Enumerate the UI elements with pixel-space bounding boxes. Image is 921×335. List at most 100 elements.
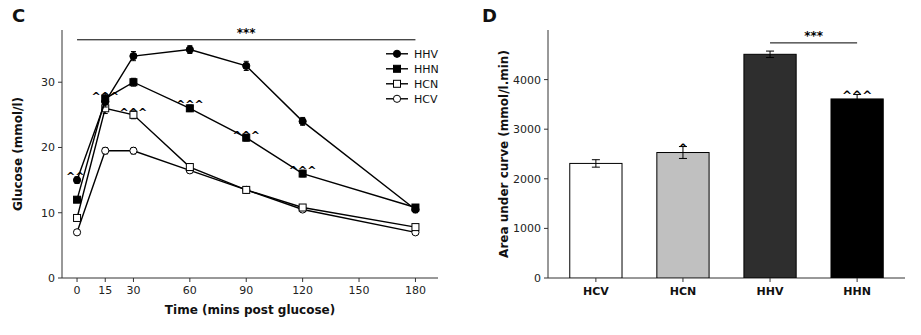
x-tick: [189, 278, 190, 282]
error-bar: [131, 78, 136, 86]
legend-label: HCN: [414, 78, 438, 91]
x-tick: [105, 278, 106, 282]
bar: [657, 153, 709, 278]
error-stem: [595, 160, 596, 167]
point: [74, 196, 81, 203]
y-axis-line: [62, 30, 63, 278]
y-tick: [544, 278, 548, 279]
panel-label: C: [12, 5, 25, 26]
y-tick-label: 10: [41, 207, 55, 220]
y-tick: [544, 228, 548, 229]
point: [130, 79, 137, 86]
caret-annotation: ^^^: [232, 129, 260, 142]
x-tick-label: 120: [292, 284, 313, 297]
error-bar: [244, 187, 249, 192]
point: [299, 118, 306, 125]
legend-marker: [393, 50, 400, 57]
point: [243, 186, 250, 193]
y-tick: [58, 147, 62, 148]
y-tick-label: 1000: [513, 222, 541, 235]
point: [102, 147, 109, 154]
series: [74, 103, 419, 231]
y-tick: [58, 212, 62, 213]
bar: [831, 99, 883, 278]
point: [130, 53, 137, 60]
x-tick: [857, 278, 858, 282]
legend-label: HHV: [414, 48, 439, 61]
panel-line: C015306090120150180Time (mins post gluco…: [11, 5, 439, 317]
x-tick-label: 30: [126, 284, 140, 297]
y-tick-label: 20: [41, 141, 55, 154]
caret-annotation: ^^^: [120, 106, 148, 119]
y-tick-label: 0: [48, 272, 55, 285]
point: [74, 214, 81, 221]
plot-area: [73, 46, 419, 236]
error-bar: [300, 205, 305, 210]
panel-bar: DHCVHCNHHVHHN01000200030004000Area under…: [482, 5, 905, 298]
error-cap: [592, 167, 600, 168]
error-cap: [103, 107, 108, 108]
figure: C015306090120150180Time (mins post gluco…: [0, 0, 921, 335]
x-tick: [359, 278, 360, 282]
significance-label: ***: [237, 26, 257, 40]
caret-annotation: ^^^: [289, 164, 317, 177]
y-tick: [544, 79, 548, 80]
series: [74, 78, 419, 211]
x-axis-label: Time (mins post glucose): [165, 303, 335, 317]
x-tick-label: 15: [98, 284, 112, 297]
error-bar: [766, 51, 774, 57]
error-cap: [679, 158, 687, 159]
series-line: [77, 108, 415, 227]
x-tick-label: HCN: [670, 285, 697, 298]
error-bar: [75, 197, 80, 202]
point: [130, 147, 137, 154]
point: [299, 204, 306, 211]
legend-marker: [393, 95, 400, 102]
error-cap: [766, 57, 774, 58]
error-cap: [131, 51, 136, 52]
series: [73, 46, 419, 213]
caret-annotation: ^^: [66, 170, 84, 183]
error-cap: [103, 113, 108, 114]
series-line: [77, 50, 415, 210]
point: [186, 164, 193, 171]
y-tick-label: 0: [534, 272, 541, 285]
error-bar: [187, 164, 192, 171]
x-tick-label: HHN: [843, 285, 871, 298]
y-tick-label: 2000: [513, 173, 541, 186]
x-tick: [246, 278, 247, 282]
error-bar: [75, 215, 80, 220]
y-tick-label: 30: [41, 76, 55, 89]
bar: [744, 54, 796, 278]
x-tick-label: 60: [183, 284, 197, 297]
legend-label: HHN: [414, 63, 439, 76]
caret-annotation: ^^^: [842, 89, 872, 103]
point: [73, 229, 80, 236]
error-cap: [766, 51, 774, 52]
x-tick: [415, 278, 416, 282]
error-stem: [770, 51, 771, 57]
y-tick-label: 4000: [513, 74, 541, 87]
bar: [570, 163, 622, 278]
y-axis-label: Area under curve (mmol/l.min): [497, 50, 511, 258]
x-tick-label: 0: [74, 284, 81, 297]
x-tick: [133, 278, 134, 282]
y-tick: [544, 129, 548, 130]
caret-annotation: ^^^: [176, 98, 204, 111]
panel-label: D: [482, 5, 497, 26]
x-tick-label: 150: [349, 284, 370, 297]
point: [243, 186, 250, 193]
series-line: [77, 82, 415, 207]
caret-annotation: ^^^: [91, 90, 119, 103]
error-cap: [853, 103, 861, 104]
error-bar: [592, 160, 600, 167]
significance-label: ***: [804, 29, 824, 43]
x-tick: [770, 278, 771, 282]
legend-label: HCV: [414, 93, 438, 106]
legend-marker: [394, 65, 401, 72]
error-cap: [131, 60, 136, 61]
point: [412, 224, 419, 231]
x-tick-label: HCV: [583, 285, 609, 298]
error-bar: [244, 187, 249, 192]
error-cap: [592, 159, 600, 160]
